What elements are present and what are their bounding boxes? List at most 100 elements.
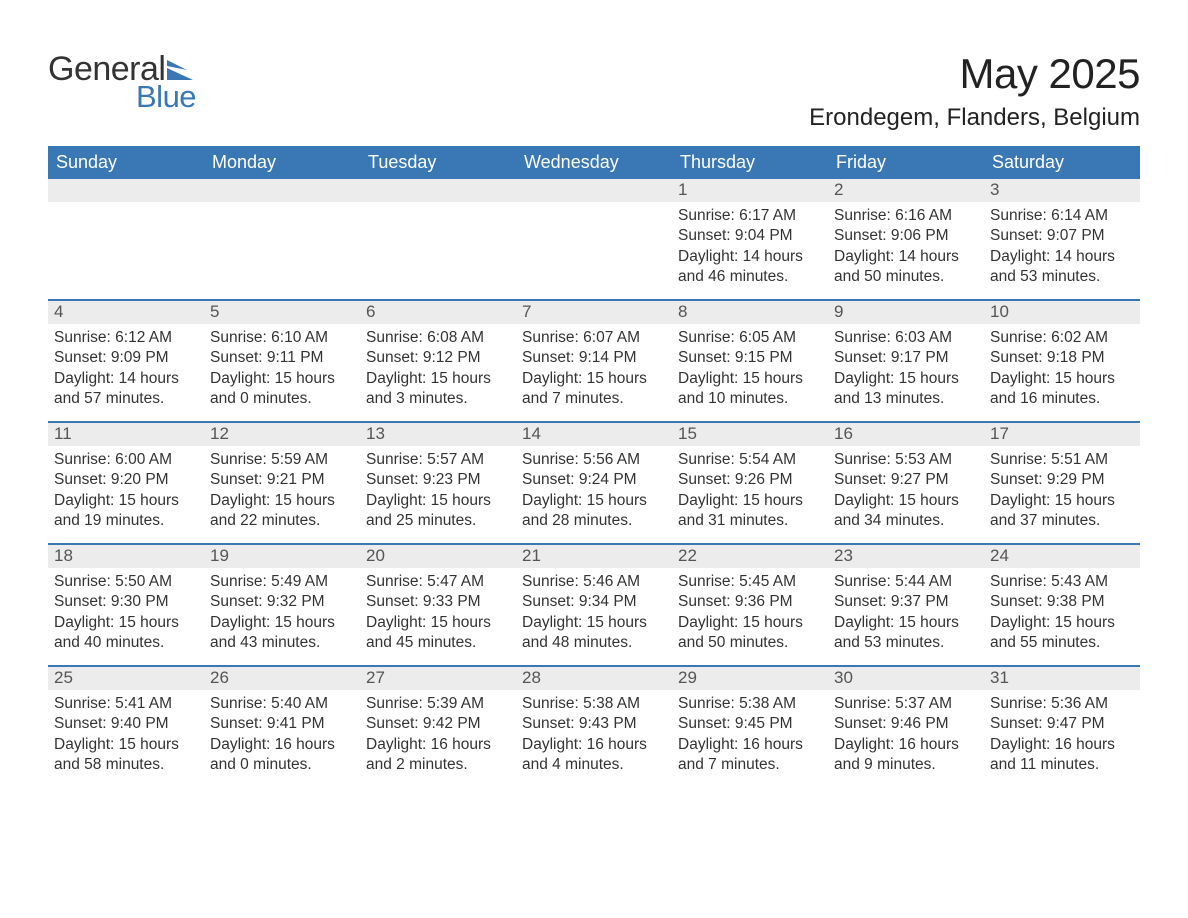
sunset-text: Sunset: 9:43 PM xyxy=(522,714,666,734)
day-number: 17 xyxy=(984,423,1140,446)
sunrise-text: Sunrise: 5:47 AM xyxy=(366,572,510,592)
daylight-text-1: Daylight: 15 hours xyxy=(678,491,822,511)
weekday-header: Friday xyxy=(828,146,984,179)
logo-text-blue: Blue xyxy=(136,79,205,115)
day-body: Sunrise: 5:57 AMSunset: 9:23 PMDaylight:… xyxy=(360,446,516,540)
sunset-text: Sunset: 9:45 PM xyxy=(678,714,822,734)
day-body: Sunrise: 5:38 AMSunset: 9:43 PMDaylight:… xyxy=(516,690,672,784)
day-body: Sunrise: 5:44 AMSunset: 9:37 PMDaylight:… xyxy=(828,568,984,662)
day-number: 25 xyxy=(48,667,204,690)
day-number: 10 xyxy=(984,301,1140,324)
sunrise-text: Sunrise: 5:38 AM xyxy=(522,694,666,714)
sunset-text: Sunset: 9:33 PM xyxy=(366,592,510,612)
day-number: 13 xyxy=(360,423,516,446)
sunset-text: Sunset: 9:34 PM xyxy=(522,592,666,612)
sunrise-text: Sunrise: 5:51 AM xyxy=(990,450,1134,470)
day-number: 29 xyxy=(672,667,828,690)
daylight-text-1: Daylight: 15 hours xyxy=(834,613,978,633)
sunrise-text: Sunrise: 5:54 AM xyxy=(678,450,822,470)
day-number: 31 xyxy=(984,667,1140,690)
day-number: 19 xyxy=(204,545,360,568)
sunset-text: Sunset: 9:04 PM xyxy=(678,226,822,246)
sunrise-text: Sunrise: 5:46 AM xyxy=(522,572,666,592)
sunrise-text: Sunrise: 5:41 AM xyxy=(54,694,198,714)
daylight-text-1: Daylight: 15 hours xyxy=(522,369,666,389)
sunset-text: Sunset: 9:18 PM xyxy=(990,348,1134,368)
sunrise-text: Sunrise: 5:56 AM xyxy=(522,450,666,470)
day-cell: 10Sunrise: 6:02 AMSunset: 9:18 PMDayligh… xyxy=(984,301,1140,421)
daylight-text-2: and 45 minutes. xyxy=(366,633,510,653)
day-body: Sunrise: 5:37 AMSunset: 9:46 PMDaylight:… xyxy=(828,690,984,784)
day-number xyxy=(48,179,204,202)
week-row: 18Sunrise: 5:50 AMSunset: 9:30 PMDayligh… xyxy=(48,543,1140,665)
day-number xyxy=(360,179,516,202)
daylight-text-2: and 43 minutes. xyxy=(210,633,354,653)
day-body: Sunrise: 5:49 AMSunset: 9:32 PMDaylight:… xyxy=(204,568,360,662)
day-number: 22 xyxy=(672,545,828,568)
day-cell: 30Sunrise: 5:37 AMSunset: 9:46 PMDayligh… xyxy=(828,667,984,787)
sunset-text: Sunset: 9:15 PM xyxy=(678,348,822,368)
day-body: Sunrise: 6:14 AMSunset: 9:07 PMDaylight:… xyxy=(984,202,1140,296)
daylight-text-2: and 10 minutes. xyxy=(678,389,822,409)
day-number xyxy=(204,179,360,202)
day-number: 8 xyxy=(672,301,828,324)
daylight-text-2: and 19 minutes. xyxy=(54,511,198,531)
daylight-text-2: and 9 minutes. xyxy=(834,755,978,775)
daylight-text-2: and 0 minutes. xyxy=(210,389,354,409)
sunset-text: Sunset: 9:20 PM xyxy=(54,470,198,490)
daylight-text-2: and 53 minutes. xyxy=(834,633,978,653)
daylight-text-2: and 22 minutes. xyxy=(210,511,354,531)
sunrise-text: Sunrise: 5:38 AM xyxy=(678,694,822,714)
sunset-text: Sunset: 9:36 PM xyxy=(678,592,822,612)
daylight-text-1: Daylight: 14 hours xyxy=(678,247,822,267)
week-row: 1Sunrise: 6:17 AMSunset: 9:04 PMDaylight… xyxy=(48,179,1140,299)
daylight-text-1: Daylight: 15 hours xyxy=(678,369,822,389)
day-body: Sunrise: 5:36 AMSunset: 9:47 PMDaylight:… xyxy=(984,690,1140,784)
daylight-text-2: and 37 minutes. xyxy=(990,511,1134,531)
sunrise-text: Sunrise: 5:40 AM xyxy=(210,694,354,714)
day-cell xyxy=(48,179,204,299)
sunset-text: Sunset: 9:06 PM xyxy=(834,226,978,246)
day-number: 21 xyxy=(516,545,672,568)
sunset-text: Sunset: 9:11 PM xyxy=(210,348,354,368)
day-cell: 6Sunrise: 6:08 AMSunset: 9:12 PMDaylight… xyxy=(360,301,516,421)
day-body: Sunrise: 5:50 AMSunset: 9:30 PMDaylight:… xyxy=(48,568,204,662)
day-cell: 1Sunrise: 6:17 AMSunset: 9:04 PMDaylight… xyxy=(672,179,828,299)
day-cell: 25Sunrise: 5:41 AMSunset: 9:40 PMDayligh… xyxy=(48,667,204,787)
daylight-text-1: Daylight: 15 hours xyxy=(522,613,666,633)
daylight-text-2: and 16 minutes. xyxy=(990,389,1134,409)
sunset-text: Sunset: 9:14 PM xyxy=(522,348,666,368)
sunset-text: Sunset: 9:24 PM xyxy=(522,470,666,490)
day-cell: 23Sunrise: 5:44 AMSunset: 9:37 PMDayligh… xyxy=(828,545,984,665)
day-number: 12 xyxy=(204,423,360,446)
daylight-text-2: and 4 minutes. xyxy=(522,755,666,775)
day-cell: 4Sunrise: 6:12 AMSunset: 9:09 PMDaylight… xyxy=(48,301,204,421)
day-number: 7 xyxy=(516,301,672,324)
day-number: 30 xyxy=(828,667,984,690)
sunrise-text: Sunrise: 6:16 AM xyxy=(834,206,978,226)
daylight-text-1: Daylight: 15 hours xyxy=(678,613,822,633)
daylight-text-1: Daylight: 14 hours xyxy=(54,369,198,389)
week-row: 11Sunrise: 6:00 AMSunset: 9:20 PMDayligh… xyxy=(48,421,1140,543)
sunrise-text: Sunrise: 5:53 AM xyxy=(834,450,978,470)
sunset-text: Sunset: 9:46 PM xyxy=(834,714,978,734)
daylight-text-1: Daylight: 14 hours xyxy=(834,247,978,267)
day-number: 5 xyxy=(204,301,360,324)
daylight-text-2: and 46 minutes. xyxy=(678,267,822,287)
sunrise-text: Sunrise: 6:17 AM xyxy=(678,206,822,226)
sunrise-text: Sunrise: 6:10 AM xyxy=(210,328,354,348)
sunrise-text: Sunrise: 5:45 AM xyxy=(678,572,822,592)
daylight-text-2: and 7 minutes. xyxy=(678,755,822,775)
day-cell xyxy=(360,179,516,299)
day-number: 23 xyxy=(828,545,984,568)
daylight-text-2: and 13 minutes. xyxy=(834,389,978,409)
day-body: Sunrise: 5:56 AMSunset: 9:24 PMDaylight:… xyxy=(516,446,672,540)
sunrise-text: Sunrise: 5:49 AM xyxy=(210,572,354,592)
daylight-text-1: Daylight: 15 hours xyxy=(210,613,354,633)
day-number: 15 xyxy=(672,423,828,446)
sunset-text: Sunset: 9:40 PM xyxy=(54,714,198,734)
sunrise-text: Sunrise: 5:57 AM xyxy=(366,450,510,470)
sunset-text: Sunset: 9:09 PM xyxy=(54,348,198,368)
daylight-text-1: Daylight: 15 hours xyxy=(990,369,1134,389)
day-number: 14 xyxy=(516,423,672,446)
